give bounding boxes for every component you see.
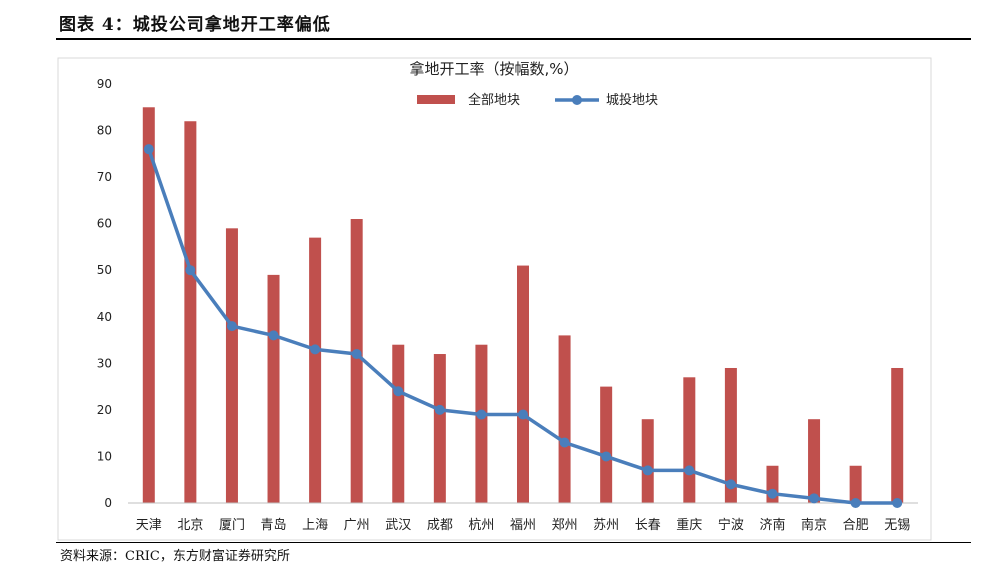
bar (475, 344, 488, 503)
chart-title: 拿地开工率（按幅数,%） (409, 60, 578, 78)
line-point (684, 465, 695, 476)
bar (350, 219, 363, 503)
line-point (518, 409, 528, 420)
x-axis: 天津 北京 厦门 青岛 上海 广州 武汉 成都 杭州 福州 郑州 苏州 长春 重庆 宁波 济南 南京 合肥 无锡 (136, 517, 910, 533)
x-tick-label: 上海 (302, 518, 328, 533)
legend: 全部地块 城投地块 (417, 92, 658, 108)
x-tick-label: 成都 (427, 518, 453, 533)
bar (267, 274, 280, 503)
y-tick-label: 40 (97, 310, 112, 324)
y-tick-label: 80 (97, 124, 112, 138)
line-point (185, 265, 196, 276)
chart-border (57, 57, 932, 541)
line-point (393, 386, 404, 397)
x-tick-label: 杭州 (468, 518, 494, 533)
x-tick-label: 武汉 (385, 518, 411, 533)
x-tick-label: 合肥 (843, 518, 869, 533)
y-tick-label: 30 (97, 356, 112, 370)
y-tick-label: 10 (97, 449, 112, 463)
y-tick-label: 0 (104, 496, 112, 510)
bar (724, 367, 737, 503)
bar (808, 419, 821, 503)
line-series (143, 144, 903, 508)
x-tick-label: 无锡 (884, 518, 910, 533)
line-point (476, 409, 487, 420)
x-tick-label: 济南 (759, 517, 785, 533)
legend-bar-label: 全部地块 (468, 92, 520, 108)
line-point (809, 493, 820, 504)
x-tick-label: 天津 (136, 518, 162, 533)
figure-title: 图表 4：城投公司拿地开工率偏低 (59, 15, 331, 35)
bar (433, 354, 446, 503)
bar (641, 419, 654, 503)
line-point (310, 344, 321, 355)
y-axis: 0 10 20 30 40 50 60 70 80 90 (97, 77, 112, 510)
bar (600, 386, 613, 503)
x-tick-label: 青岛 (261, 517, 287, 533)
line-point (892, 498, 903, 508)
line-point (601, 451, 612, 462)
bar (558, 335, 571, 503)
bar (517, 265, 529, 503)
bottom-rule (56, 542, 971, 543)
line-point (725, 479, 736, 490)
y-tick-label: 90 (97, 77, 112, 91)
x-tick-label: 重庆 (676, 517, 702, 533)
x-tick-label: 福州 (510, 518, 536, 533)
line-point (226, 321, 237, 332)
line-point (434, 404, 445, 415)
line-point (767, 488, 778, 499)
top-rule (56, 38, 971, 40)
bar (683, 377, 696, 503)
y-tick-label: 60 (97, 217, 112, 231)
legend-line-marker (572, 95, 582, 105)
line-point (143, 144, 154, 155)
x-tick-label: 长春 (635, 518, 661, 533)
line-point (642, 465, 653, 476)
bar (392, 344, 405, 503)
x-tick-label: 宁波 (718, 517, 744, 533)
y-tick-label: 50 (97, 263, 112, 277)
x-tick-label: 北京 (177, 518, 203, 533)
source-note: 资料来源：CRIC，东方财富证券研究所 (60, 549, 290, 564)
line-point (559, 437, 570, 448)
line-point (850, 498, 861, 508)
bar (849, 465, 862, 503)
bar (184, 121, 197, 503)
x-tick-label: 苏州 (593, 517, 619, 533)
legend-line-label: 城投地块 (606, 92, 658, 108)
x-tick-label: 郑州 (552, 518, 578, 533)
chart: 拿地开工率（按幅数,%） 全部地块 城投地块 0 10 20 30 40 50 60 70 80… (57, 57, 932, 541)
y-tick-label: 70 (97, 170, 112, 184)
line-point (351, 349, 362, 360)
legend-bar-swatch (417, 95, 455, 104)
x-tick-label: 厦门 (219, 518, 245, 533)
x-tick-label: 广州 (344, 518, 370, 533)
bar (309, 237, 322, 503)
bar-series (142, 107, 904, 504)
line-point (268, 330, 279, 341)
x-tick-label: 南京 (801, 517, 827, 533)
y-tick-label: 20 (97, 403, 112, 417)
bar (225, 228, 238, 504)
bar (142, 107, 155, 504)
bar (891, 367, 904, 503)
